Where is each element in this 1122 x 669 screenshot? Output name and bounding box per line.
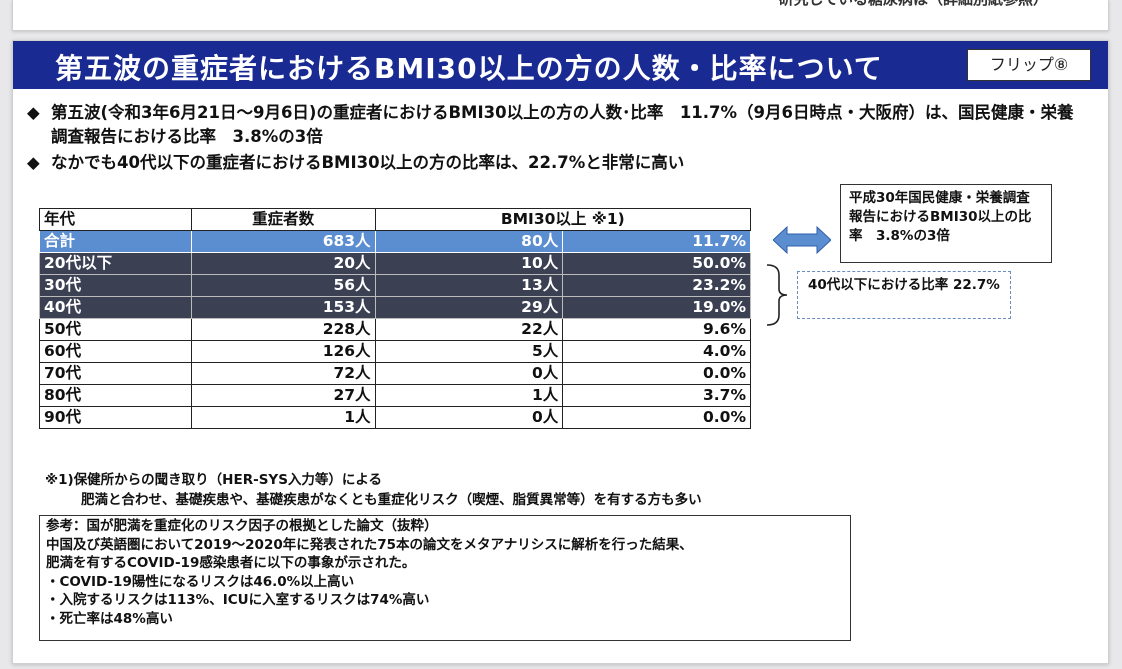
- age-cell: 60代: [39, 340, 192, 363]
- bullet-1: ◆ 第五波(令和3年6月21日〜9月6日)の重症者におけるBMI30以上の方の人…: [27, 101, 1077, 149]
- flip-number-tag: フリップ⑧: [967, 49, 1091, 81]
- previous-slide-edge: 研究している糖尿病は（詳細別紙参照）: [12, 0, 1109, 31]
- bmi-rate-cell: 19.0%: [562, 296, 751, 319]
- bmi-count-cell: 29人: [374, 296, 564, 319]
- severe-count-cell: 20人: [190, 252, 376, 275]
- table-row: 60代 126人 5人 4.0%: [39, 340, 751, 363]
- bmi-rate-cell: 9.6%: [562, 318, 751, 341]
- bmi-rate-cell: 0.0%: [562, 362, 751, 385]
- severe-count-cell: 683人: [190, 230, 376, 253]
- bmi-count-cell: 10人: [374, 252, 564, 275]
- double-arrow-icon: [773, 225, 831, 255]
- table-row: 20代以下 20人 10人 50.0%: [39, 252, 751, 275]
- footnote-line-1: ※1)保健所からの聞き取り（HER-SYS入力等）による: [45, 472, 383, 488]
- bmi-count-cell: 0人: [374, 406, 564, 429]
- diamond-bullet-icon: ◆: [27, 103, 40, 122]
- bmi-count-cell: 13人: [374, 274, 564, 297]
- previous-slide-text: 研究している糖尿病は（詳細別紙参照）: [778, 0, 1048, 9]
- right-brace-icon: [766, 264, 788, 326]
- reference-line: ・死亡率は48%高い: [46, 610, 173, 627]
- bullet-2-text: なかでも40代以下の重症者におけるBMI30以上の方の比率は、22.7%と非常に…: [51, 153, 685, 172]
- under40-rate-note: 40代以下における比率 22.7%: [797, 271, 1011, 319]
- footnote-line-2: 肥満と合わせ、基礎疾患や、基礎疾患がなくとも重症化リスク（喫煙、脂質異常等）を有…: [81, 492, 702, 508]
- age-cell: 20代以下: [39, 252, 192, 275]
- bmi-rate-cell: 3.7%: [562, 384, 751, 407]
- table-row: 90代 1人 0人 0.0%: [39, 406, 751, 429]
- bmi-table: 年代 重症者数 BMI30以上 ※1) 合計 683人 80人 11.7% 20代以下 2…: [39, 208, 752, 429]
- reference-line: 中国及び英語圏において2019〜2020年に発表された75本の論文をメタアナリシ…: [46, 536, 693, 553]
- age-cell: 70代: [39, 362, 192, 385]
- bmi-count-cell: 5人: [374, 340, 564, 363]
- slide-title: 第五波の重症者におけるBMI30以上の方の人数・比率について: [55, 52, 883, 85]
- diamond-bullet-icon: ◆: [27, 153, 40, 172]
- severe-count-cell: 1人: [190, 406, 376, 429]
- reference-line: ・入院するリスクは113%、ICUに入室するリスクは74%高い: [46, 592, 430, 609]
- severe-count-cell: 27人: [190, 384, 376, 407]
- bmi-count-cell: 1人: [374, 384, 564, 407]
- age-cell: 40代: [39, 296, 192, 319]
- bmi-rate-cell: 50.0%: [562, 252, 751, 275]
- table-row: 40代 153人 29人 19.0%: [39, 296, 751, 319]
- severe-count-cell: 56人: [190, 274, 376, 297]
- reference-line: 参考：国が肥満を重症化のリスク因子の根拠とした論文（抜粋）: [46, 518, 438, 534]
- table-row: 70代 72人 0人 0.0%: [39, 362, 751, 385]
- bmi-rate-cell: 11.7%: [562, 230, 751, 253]
- reference-line: 肥満を有するCOVID-19感染患者に以下の事象が示された。: [46, 555, 416, 572]
- table-row: 30代 56人 13人 23.2%: [39, 274, 751, 297]
- severe-count-cell: 153人: [190, 296, 376, 319]
- bmi-rate-cell: 23.2%: [562, 274, 751, 297]
- title-bar: 第五波の重症者におけるBMI30以上の方の人数・比率について フリップ⑧: [13, 41, 1108, 89]
- national-survey-note: 平成30年国民健康・栄養調査報告におけるBMI30以上の比率 3.8%の3倍: [840, 184, 1052, 263]
- age-cell: 80代: [39, 384, 192, 407]
- severe-count-cell: 72人: [190, 362, 376, 385]
- table-row: 50代 228人 22人 9.6%: [39, 318, 751, 341]
- reference-line: ・COVID-19陽性になるリスクは46.0%以上高い: [46, 573, 355, 590]
- bullet-1-text: 第五波(令和3年6月21日〜9月6日)の重症者におけるBMI30以上の方の人数･…: [51, 103, 1074, 146]
- bmi-count-cell: 80人: [374, 230, 564, 253]
- reference-box: 参考：国が肥満を重症化のリスク因子の根拠とした論文（抜粋） 中国及び英語圏におい…: [39, 515, 851, 641]
- bmi-rate-cell: 0.0%: [562, 406, 751, 429]
- header-age: 年代: [39, 208, 192, 231]
- severe-count-cell: 228人: [190, 318, 376, 341]
- footnote: ※1)保健所からの聞き取り（HER-SYS入力等）による 肥満と合わせ、基礎疾患…: [45, 470, 702, 510]
- slide: 第五波の重症者におけるBMI30以上の方の人数・比率について フリップ⑧ ◆ 第…: [12, 40, 1109, 664]
- age-cell: 30代: [39, 274, 192, 297]
- bmi-count-cell: 22人: [374, 318, 564, 341]
- table-row: 80代 27人 1人 3.7%: [39, 384, 751, 407]
- age-cell: 90代: [39, 406, 192, 429]
- table-header-row: 年代 重症者数 BMI30以上 ※1): [39, 208, 752, 231]
- age-cell: 50代: [39, 318, 192, 341]
- age-cell: 合計: [39, 230, 192, 253]
- header-bmi: BMI30以上 ※1): [374, 208, 752, 231]
- header-severe: 重症者数: [190, 208, 376, 231]
- bmi-count-cell: 0人: [374, 362, 564, 385]
- bullet-2: ◆ なかでも40代以下の重症者におけるBMI30以上の方の比率は、22.7%と非…: [27, 151, 1077, 175]
- table-row: 合計 683人 80人 11.7%: [39, 230, 751, 253]
- bmi-rate-cell: 4.0%: [562, 340, 751, 363]
- severe-count-cell: 126人: [190, 340, 376, 363]
